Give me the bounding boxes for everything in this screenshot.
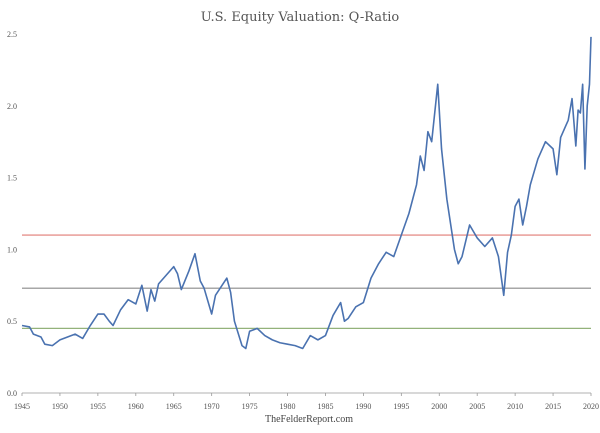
x-tick-label: 1995: [393, 402, 409, 411]
x-tick-label: 2005: [469, 402, 485, 411]
x-tick-label: 1980: [280, 402, 296, 411]
x-tick-label: 1945: [14, 402, 30, 411]
y-tick-label: 0.0: [7, 389, 17, 398]
x-tick-label: 2015: [545, 402, 561, 411]
y-tick-label: 1.0: [7, 245, 17, 254]
x-tick-label: 1965: [166, 402, 182, 411]
y-tick-label: 0.5: [7, 317, 17, 326]
x-tick-label: 2020: [583, 402, 599, 411]
y-tick-label: 1.5: [7, 174, 17, 183]
x-tick-labels: 1945 1950 1955 1960 1965 1970 1975 1980 1985 1990…: [14, 393, 599, 411]
chart-title: U.S. Equity Valuation: Q-Ratio: [201, 10, 400, 25]
y-tick-label: 2.5: [7, 30, 17, 39]
series-group: [21, 36, 592, 350]
x-tick-label: 1960: [128, 402, 144, 411]
reference-lines: [22, 234, 591, 329]
x-tick-label: 1950: [52, 402, 68, 411]
q-ratio-series-line-0: [21, 36, 592, 350]
y-tick-labels: 0.0 0.5 1.0 1.5 2.0 2.5: [7, 30, 17, 398]
y-tick-label: 2.0: [7, 102, 17, 111]
x-tick-label: 1990: [355, 402, 371, 411]
x-tick-label: 1970: [204, 402, 220, 411]
x-tick-label: 1955: [90, 402, 106, 411]
x-tick-label: 2010: [507, 402, 523, 411]
chart-footer: TheFelderReport.com: [265, 414, 353, 425]
x-tick-label: 2000: [431, 402, 447, 411]
x-tick-label: 1975: [242, 402, 258, 411]
x-tick-label: 1985: [317, 402, 333, 411]
